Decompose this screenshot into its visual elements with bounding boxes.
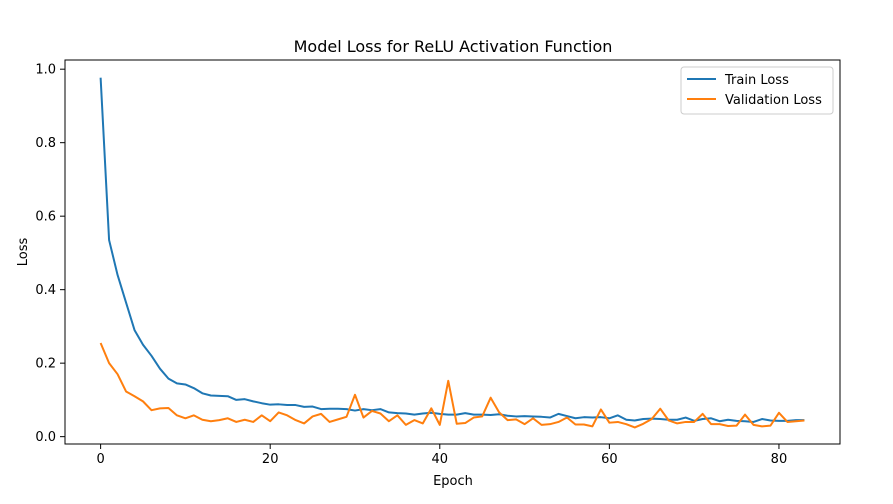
validation-loss-line — [99, 342, 805, 429]
y-tick-label: 0.0 — [35, 430, 56, 445]
legend: Train Loss Validation Loss — [680, 66, 834, 115]
x-axis-label: Epoch — [433, 474, 473, 489]
x-axis: 0 20 40 60 80 — [96, 444, 787, 467]
x-tick-label: 80 — [771, 452, 788, 467]
x-tick-label: 0 — [96, 452, 104, 467]
y-tick-label: 0.2 — [35, 357, 56, 372]
legend-box — [680, 66, 834, 115]
y-axis: 0.0 0.2 0.4 0.6 0.8 1.0 — [35, 63, 65, 445]
legend-label-validation: Validation Loss — [725, 93, 822, 108]
y-tick-label: 0.8 — [35, 136, 56, 151]
chart-title: Model Loss for ReLU Activation Function — [294, 37, 613, 56]
x-tick-label: 60 — [601, 452, 618, 467]
y-axis-label: Loss — [16, 238, 31, 267]
y-tick-label: 0.6 — [35, 210, 56, 225]
x-tick-label: 20 — [262, 452, 279, 467]
series-lines — [99, 77, 805, 429]
x-tick-label: 40 — [432, 452, 449, 467]
train-loss-line — [99, 77, 805, 423]
y-tick-label: 1.0 — [35, 63, 56, 78]
plot-area — [64, 59, 841, 445]
y-tick-label: 0.4 — [35, 283, 56, 298]
legend-label-train: Train Loss — [724, 73, 789, 88]
